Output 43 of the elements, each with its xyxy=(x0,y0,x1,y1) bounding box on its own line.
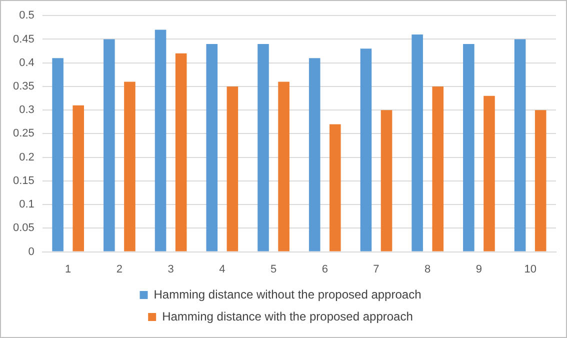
bar xyxy=(154,30,166,252)
legend-label: Hamming distance without the proposed approach xyxy=(154,287,422,302)
bar xyxy=(308,58,320,252)
bar xyxy=(360,48,372,252)
y-tick-label: 0 xyxy=(28,246,34,258)
bar xyxy=(72,105,84,252)
x-tick-label: 2 xyxy=(116,263,123,276)
x-tick-label: 9 xyxy=(476,263,482,276)
bar xyxy=(206,44,218,252)
bar xyxy=(534,110,546,252)
x-tick-label: 1 xyxy=(65,263,72,276)
x-tick-label: 10 xyxy=(524,263,536,276)
bar xyxy=(463,44,474,252)
bar xyxy=(484,96,495,252)
y-tick-label: 0.45 xyxy=(12,33,34,46)
x-tick-label: 5 xyxy=(270,263,277,276)
bar xyxy=(52,58,64,252)
bar xyxy=(432,86,444,252)
y-tick-label: 0.3 xyxy=(19,104,34,116)
y-tick-label: 0.1 xyxy=(19,198,34,211)
bar xyxy=(380,110,392,252)
bar xyxy=(278,82,290,252)
bar xyxy=(330,124,341,252)
bar xyxy=(175,53,187,252)
x-tick-label: 8 xyxy=(424,263,431,276)
legend-label: Hamming distance with the proposed approach xyxy=(162,309,413,324)
bar xyxy=(124,82,136,252)
bar xyxy=(104,39,115,252)
bar xyxy=(258,44,269,252)
y-tick-label: 0.4 xyxy=(19,56,34,69)
x-tick-label: 3 xyxy=(168,263,174,276)
y-tick-label: 0.05 xyxy=(12,222,34,234)
x-tick-label: 7 xyxy=(373,263,380,276)
bar xyxy=(514,39,526,252)
x-tick-label: 6 xyxy=(322,263,328,276)
y-tick-label: 0.25 xyxy=(12,128,34,140)
bar xyxy=(226,86,238,252)
y-tick-label: 0.2 xyxy=(19,151,34,164)
y-tick-label: 0.5 xyxy=(19,10,34,22)
y-tick-label: 0.15 xyxy=(12,174,34,187)
y-tick-label: 0.35 xyxy=(12,80,34,92)
bar xyxy=(412,34,423,252)
x-tick-label: 4 xyxy=(219,263,226,276)
